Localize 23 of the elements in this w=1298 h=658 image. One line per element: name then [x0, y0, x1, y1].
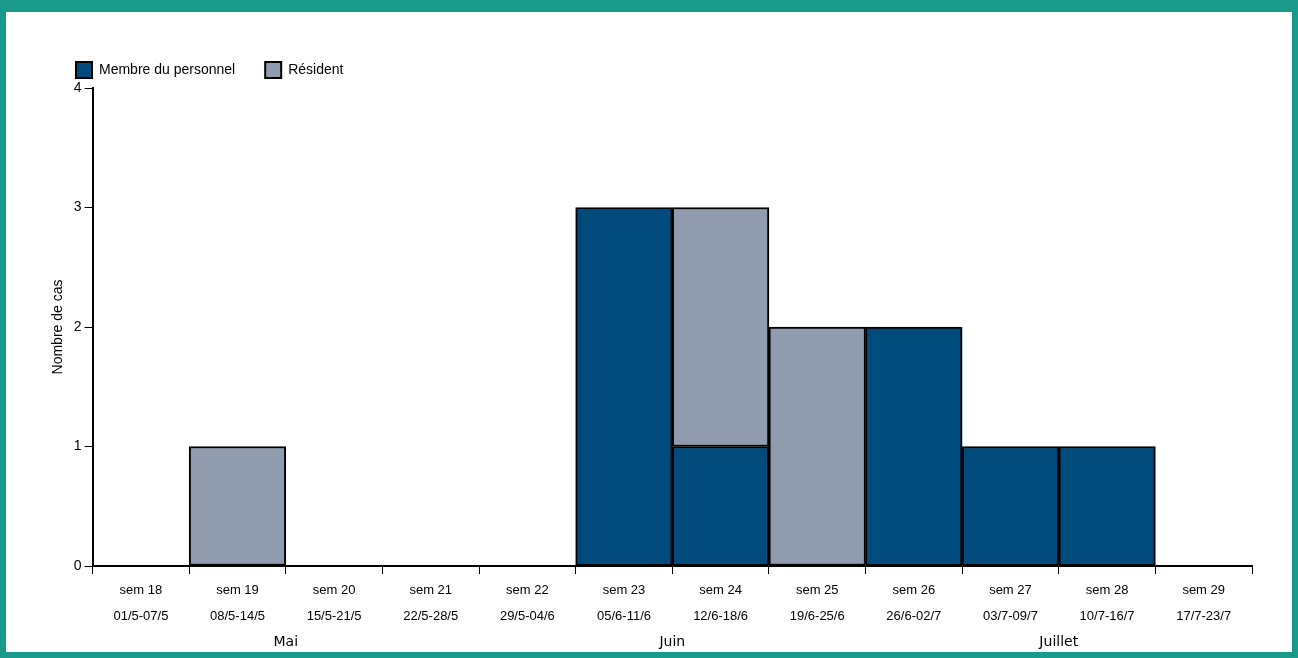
x-tick-label: sem 21 22/5-28/5	[403, 581, 459, 623]
x-tick-label: sem 19 08/5-14/5	[210, 581, 265, 623]
x-tick-label: sem 20 15/5-21/5	[306, 581, 362, 623]
x-tick-label: sem 26 26/6-02/7	[886, 581, 942, 623]
x-tick-label: sem 29 17/7-23/7	[1176, 581, 1232, 623]
y-tick-label: 2	[73, 317, 82, 334]
y-axis-title: Nombre de cas	[49, 279, 66, 375]
text: Mai	[273, 632, 299, 649]
x-tick-label: sem 23 05/6-11/6	[597, 581, 651, 623]
x-tick-label: sem 28 10/7-16/7	[1079, 581, 1135, 623]
legend-label: Membre du personnel	[99, 60, 236, 77]
x-tick-label: sem 27 03/7-09/7	[982, 581, 1038, 623]
y-tick-label: 4	[73, 78, 82, 95]
x-tick-label: sem 24 12/6-18/6	[693, 581, 749, 623]
text: Juillet	[1038, 632, 1079, 649]
x-tick-label: sem 22 29/5-04/6	[499, 581, 555, 623]
x-tick-label: sem 25 19/6-25/6	[789, 581, 845, 623]
y-tick-label: 1	[73, 437, 82, 454]
legend-label: Résident	[288, 60, 344, 77]
x-tick-label: sem 18 01/5-07/5	[113, 581, 169, 623]
y-tick-label: 3	[73, 198, 82, 215]
y-tick-label: 0	[73, 556, 82, 573]
text: Juin	[658, 632, 686, 649]
